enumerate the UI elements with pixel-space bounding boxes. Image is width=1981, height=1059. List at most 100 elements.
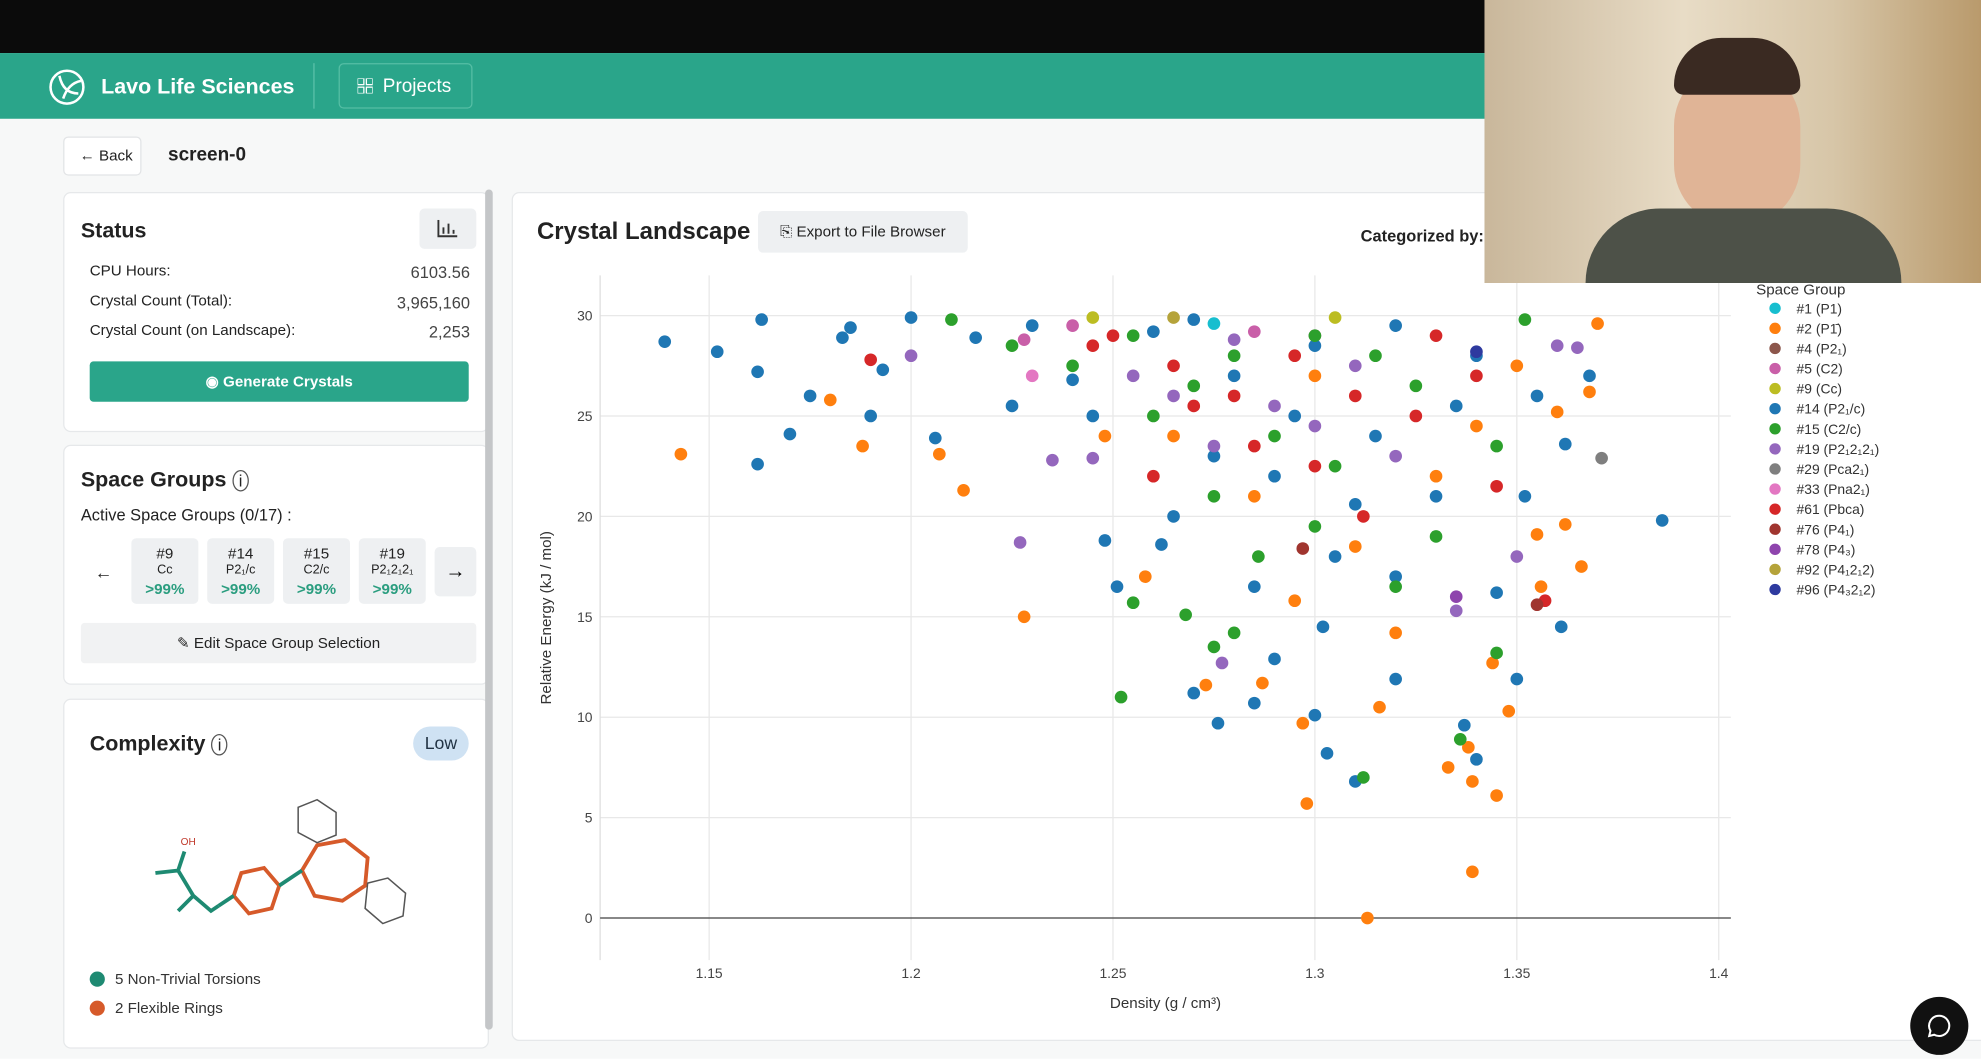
legend-label: #96 (P4₃2₁2) (1797, 582, 1876, 598)
data-point (1252, 550, 1265, 563)
data-point (1389, 672, 1402, 686)
data-point (1300, 797, 1314, 810)
ring-dot (89, 1000, 105, 1016)
data-point (1308, 419, 1322, 433)
export-button[interactable]: ⎘ Export to File Browser (758, 210, 968, 253)
edit-button[interactable]: ✎ Edit Space Group Selection (80, 622, 477, 664)
chat-button[interactable] (1910, 996, 1969, 1055)
data-point (1227, 369, 1241, 383)
row-value: 3,965,160 (396, 293, 470, 313)
data-point (1510, 672, 1524, 686)
data-point (957, 483, 970, 497)
data-point (1098, 429, 1112, 443)
data-point (1328, 550, 1342, 563)
data-point (904, 349, 918, 363)
legend-label: #76 (P4₁) (1797, 521, 1855, 537)
data-point (1449, 590, 1463, 604)
data-point (803, 389, 817, 403)
row-label: Crystal Count (Total): (89, 291, 233, 310)
torsion-dot (89, 971, 105, 987)
data-point (1187, 313, 1201, 326)
data-point (1429, 489, 1443, 503)
generate-button[interactable]: ◉ Generate Crystals (89, 361, 469, 402)
hair (1673, 37, 1801, 95)
data-point (1655, 514, 1669, 527)
data-point (1490, 586, 1503, 600)
chip-id: #15 (303, 544, 330, 563)
data-point (710, 345, 724, 359)
brand: Lavo Life Sciences (101, 74, 295, 99)
data-point (1510, 550, 1524, 563)
data-point (1558, 437, 1572, 451)
space-group-chip[interactable]: #15 C2/c >99% (282, 538, 350, 604)
projects-button[interactable]: Projects (338, 63, 473, 109)
data-point (1510, 359, 1524, 373)
back-text: Back (98, 146, 133, 165)
legend-label: #19 (P2₁2₁2₁) (1797, 441, 1880, 457)
data-point (1530, 598, 1544, 612)
x-tick-label: 1.25 (1099, 965, 1126, 981)
edit-label: Edit Space Group Selection (193, 634, 381, 652)
legend-swatch (1769, 443, 1781, 455)
export-label: Export to File Browser (796, 222, 946, 241)
y-tick-label: 20 (577, 508, 593, 524)
space-group-chip[interactable]: #9 Cc >99% (131, 538, 199, 604)
y-tick-label: 5 (585, 810, 593, 826)
chat-icon (1927, 1014, 1951, 1038)
data-point (904, 311, 918, 324)
back-button[interactable]: ← Back (63, 136, 142, 176)
bar-icon (437, 219, 458, 238)
data-point (1429, 469, 1443, 483)
data-point (1429, 329, 1443, 342)
data-point (1155, 538, 1168, 551)
space-group-chip[interactable]: #19 P2₁2₁2₁ >99% (358, 538, 426, 604)
data-point (1571, 341, 1584, 355)
chip-id: #19 (379, 544, 405, 563)
data-point (1389, 319, 1402, 332)
panel-title: Crystal Landscape (536, 218, 751, 246)
prev-arrow[interactable]: ← (94, 562, 113, 583)
legend-label: #61 (Pbca) (1797, 501, 1865, 517)
y-tick-label: 30 (577, 308, 593, 324)
data-point (1138, 570, 1152, 583)
data-point (1199, 678, 1213, 692)
data-point (1207, 640, 1221, 654)
data-point (969, 331, 982, 344)
data-point (1248, 580, 1261, 593)
next-arrow[interactable]: → (434, 547, 477, 597)
legend-swatch (1769, 583, 1781, 596)
legend-swatch (1769, 563, 1781, 576)
space-group-chip[interactable]: #14 P2₁/c >99% (207, 538, 275, 604)
shirt (1585, 208, 1902, 283)
data-point (1373, 700, 1386, 714)
data-point (1296, 716, 1310, 730)
data-point (1348, 540, 1362, 553)
legend-item: 2 Flexible Rings (114, 999, 223, 1018)
data-point (1470, 369, 1483, 383)
data-point (1167, 510, 1180, 523)
data-point (1248, 489, 1261, 503)
legend-swatch (1769, 382, 1781, 395)
row-label: Crystal Count (on Landscape): (89, 320, 296, 339)
data-point (1348, 389, 1362, 403)
back-label: ← Back (79, 146, 133, 165)
legend-label: #1 (P1) (1797, 300, 1843, 316)
legend-swatch (1769, 322, 1781, 335)
data-point (1066, 359, 1079, 373)
chip-symbol: P2₁/c (225, 563, 256, 578)
legend-swatch (1769, 342, 1781, 355)
data-point (1457, 718, 1471, 732)
data-point (1308, 520, 1322, 533)
data-point (1147, 409, 1160, 423)
x-tick-label: 1.35 (1503, 965, 1530, 981)
data-point (836, 331, 849, 344)
chip-id: #9 (156, 544, 174, 563)
row-value: 6103.56 (410, 262, 470, 282)
data-point (1086, 339, 1100, 353)
data-point (658, 335, 672, 349)
data-point (1357, 771, 1370, 784)
data-point (1066, 373, 1079, 387)
data-point (1449, 604, 1463, 618)
chart-icon-button[interactable] (419, 208, 477, 249)
